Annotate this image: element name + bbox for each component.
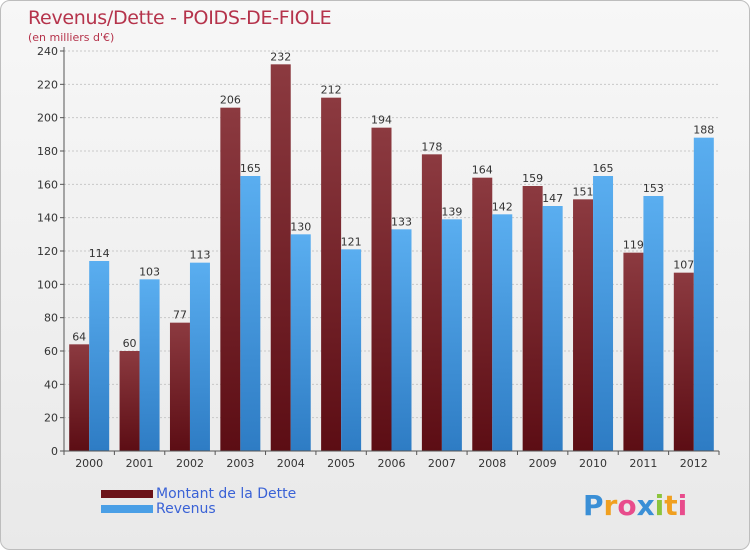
value-label-dette-2003: 206: [220, 94, 241, 107]
value-label-revenus-2006: 133: [391, 215, 412, 228]
value-label-revenus-2011: 153: [643, 182, 664, 195]
logo-letter: o: [617, 489, 637, 522]
x-tick-label: 2009: [529, 457, 557, 470]
logo-letter: i: [677, 489, 688, 522]
value-label-revenus-2009: 147: [542, 192, 563, 205]
x-tick-label: 2007: [428, 457, 456, 470]
legend-swatch-dette: [101, 490, 153, 498]
value-label-dette-2005: 212: [321, 84, 342, 97]
bar-revenus-2009: [542, 206, 563, 451]
value-label-revenus-2010: 165: [593, 162, 614, 175]
y-tick-label: 60: [44, 345, 58, 358]
value-label-dette-2012: 107: [673, 259, 694, 272]
value-label-revenus-2003: 165: [240, 162, 261, 175]
value-label-revenus-2000: 114: [89, 247, 110, 260]
logo-letter: i: [654, 489, 665, 522]
value-label-dette-2008: 164: [472, 164, 493, 177]
bar-revenus-2006: [391, 229, 412, 451]
bar-dette-2011: [623, 252, 644, 451]
y-tick-label: 0: [51, 445, 58, 458]
bar-dette-2004: [270, 64, 291, 452]
x-tick-label: 2006: [378, 457, 406, 470]
bar-revenus-2002: [189, 262, 210, 451]
value-label-revenus-2008: 142: [492, 200, 513, 213]
bar-dette-2008: [472, 177, 493, 451]
bar-revenus-2003: [240, 176, 261, 451]
proxiti-logo: Proxiti: [583, 489, 687, 522]
bars-group: [69, 64, 714, 452]
y-tick-label: 40: [44, 378, 58, 391]
value-label-revenus-2002: 113: [189, 249, 210, 262]
x-tick-label: 2002: [176, 457, 204, 470]
bar-dette-2000: [69, 344, 90, 451]
value-label-dette-2006: 194: [371, 114, 392, 127]
value-label-revenus-2004: 130: [290, 220, 311, 233]
y-tick-label: 160: [37, 178, 58, 191]
value-label-revenus-2001: 103: [139, 265, 160, 278]
bar-revenus-2008: [492, 214, 513, 451]
bar-revenus-2005: [341, 249, 362, 451]
value-label-dette-2009: 159: [522, 172, 543, 185]
chart-subtitle: (en milliers d'€): [28, 31, 115, 44]
value-label-dette-2004: 232: [270, 50, 291, 63]
y-tick-label: 180: [37, 145, 58, 158]
bar-dette-2003: [220, 107, 241, 452]
bar-revenus-2007: [441, 219, 462, 451]
bar-revenus-2010: [593, 176, 614, 451]
labels-group: 0 20 40 60 80 100 120 140 160 180 200 220 240 2000 64 1…: [37, 45, 714, 470]
bar-revenus-2001: [139, 279, 160, 451]
bar-dette-2005: [321, 97, 342, 452]
logo-letter: P: [583, 489, 604, 522]
x-tick-label: 2012: [680, 457, 708, 470]
y-tick-label: 220: [37, 78, 58, 91]
axes-group: [60, 47, 720, 455]
y-tick-label: 140: [37, 212, 58, 225]
bar-dette-2010: [573, 199, 594, 451]
bar-revenus-2011: [643, 196, 664, 451]
bar-revenus-2004: [290, 234, 311, 451]
bar-dette-2012: [673, 272, 694, 451]
y-tick-label: 200: [37, 112, 58, 125]
value-label-revenus-2007: 139: [441, 205, 462, 218]
bar-dette-2002: [169, 322, 190, 451]
legend-swatch-revenus: [101, 505, 153, 513]
bar-dette-2009: [522, 186, 543, 451]
logo-letter: x: [636, 489, 655, 522]
x-tick-label: 2008: [478, 457, 506, 470]
legend-label-dette: Montant de la Dette: [156, 486, 297, 502]
value-label-dette-2011: 119: [623, 239, 644, 252]
value-label-dette-2000: 64: [72, 330, 86, 343]
y-tick-label: 20: [44, 412, 58, 425]
value-label-dette-2001: 60: [123, 337, 137, 350]
x-tick-label: 2005: [327, 457, 355, 470]
y-tick-label: 100: [37, 278, 58, 291]
bar-revenus-2000: [89, 261, 110, 451]
x-tick-label: 2004: [277, 457, 305, 470]
value-label-dette-2002: 77: [173, 309, 187, 322]
value-label-dette-2010: 151: [573, 185, 594, 198]
bar-dette-2006: [371, 127, 392, 452]
legend-label-revenus: Revenus: [156, 501, 216, 517]
x-tick-label: 2000: [75, 457, 103, 470]
x-tick-label: 2010: [579, 457, 607, 470]
y-tick-label: 120: [37, 245, 58, 258]
x-tick-label: 2003: [226, 457, 254, 470]
bar-dette-2001: [119, 351, 140, 451]
value-label-revenus-2012: 188: [693, 124, 714, 137]
logo-letter: r: [603, 489, 618, 522]
value-label-revenus-2005: 121: [341, 235, 362, 248]
bar-revenus-2012: [693, 137, 714, 451]
bar-dette-2007: [421, 154, 442, 452]
y-tick-label: 240: [37, 45, 58, 58]
chart-title: Revenus/Dette - POIDS-DE-FIOLE: [28, 7, 332, 29]
value-label-dette-2007: 178: [421, 140, 442, 153]
x-tick-label: 2001: [126, 457, 154, 470]
logo-letter: t: [664, 489, 678, 522]
x-tick-label: 2011: [629, 457, 657, 470]
y-tick-label: 80: [44, 312, 58, 325]
